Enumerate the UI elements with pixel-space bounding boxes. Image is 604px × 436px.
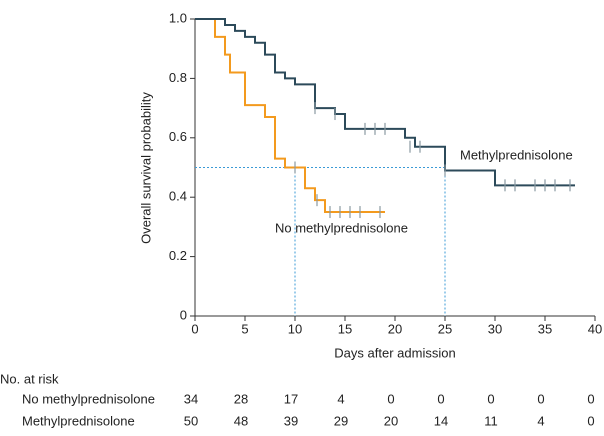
- x-tick-label: 40: [588, 321, 602, 336]
- series-label: Methylprednisolone: [460, 147, 573, 162]
- risk-count: 50: [184, 413, 198, 428]
- y-tick-label: 0.6: [169, 129, 187, 144]
- x-tick-label: 35: [538, 321, 552, 336]
- risk-count: 0: [487, 391, 494, 406]
- risk-count: 11: [484, 413, 498, 428]
- x-tick-label: 5: [241, 321, 248, 336]
- risk-count: 34: [184, 391, 198, 406]
- x-tick-label: 30: [488, 321, 502, 336]
- risk-count: 48: [234, 413, 248, 428]
- y-tick-label: 0.8: [169, 70, 187, 85]
- y-tick-label: 0.4: [169, 189, 187, 204]
- risk-count: 14: [434, 413, 448, 428]
- y-axis-label: Overall survival probability: [138, 92, 153, 244]
- x-axis-label: Days after admission: [334, 345, 455, 360]
- y-tick-label: 0: [180, 307, 187, 322]
- risk-count: 0: [387, 391, 394, 406]
- survival-curve: [195, 18, 385, 214]
- risk-count: 29: [334, 413, 348, 428]
- risk-count: 4: [537, 413, 544, 428]
- y-tick-label: 0.2: [169, 248, 187, 263]
- risk-count: 0: [437, 391, 444, 406]
- risk-count: 0: [587, 391, 594, 406]
- risk-count: 28: [234, 391, 248, 406]
- risk-count: 20: [384, 413, 398, 428]
- risk-count: 17: [284, 391, 298, 406]
- y-tick-label: 1.0: [169, 10, 187, 25]
- x-tick-label: 10: [288, 321, 302, 336]
- risk-count: 0: [587, 413, 594, 428]
- series-label: No methylprednisolone: [275, 220, 408, 235]
- risk-row-name: Methylprednisolone: [22, 413, 135, 428]
- risk-table-title: No. at risk: [0, 371, 59, 386]
- risk-count: 4: [337, 391, 344, 406]
- survival-curve: [195, 18, 575, 187]
- x-tick-label: 0: [191, 321, 198, 336]
- x-tick-label: 20: [388, 321, 402, 336]
- risk-count: 0: [537, 391, 544, 406]
- x-tick-label: 25: [438, 321, 452, 336]
- x-tick-label: 15: [338, 321, 352, 336]
- risk-row-name: No methylprednisolone: [22, 391, 155, 406]
- risk-count: 39: [284, 413, 298, 428]
